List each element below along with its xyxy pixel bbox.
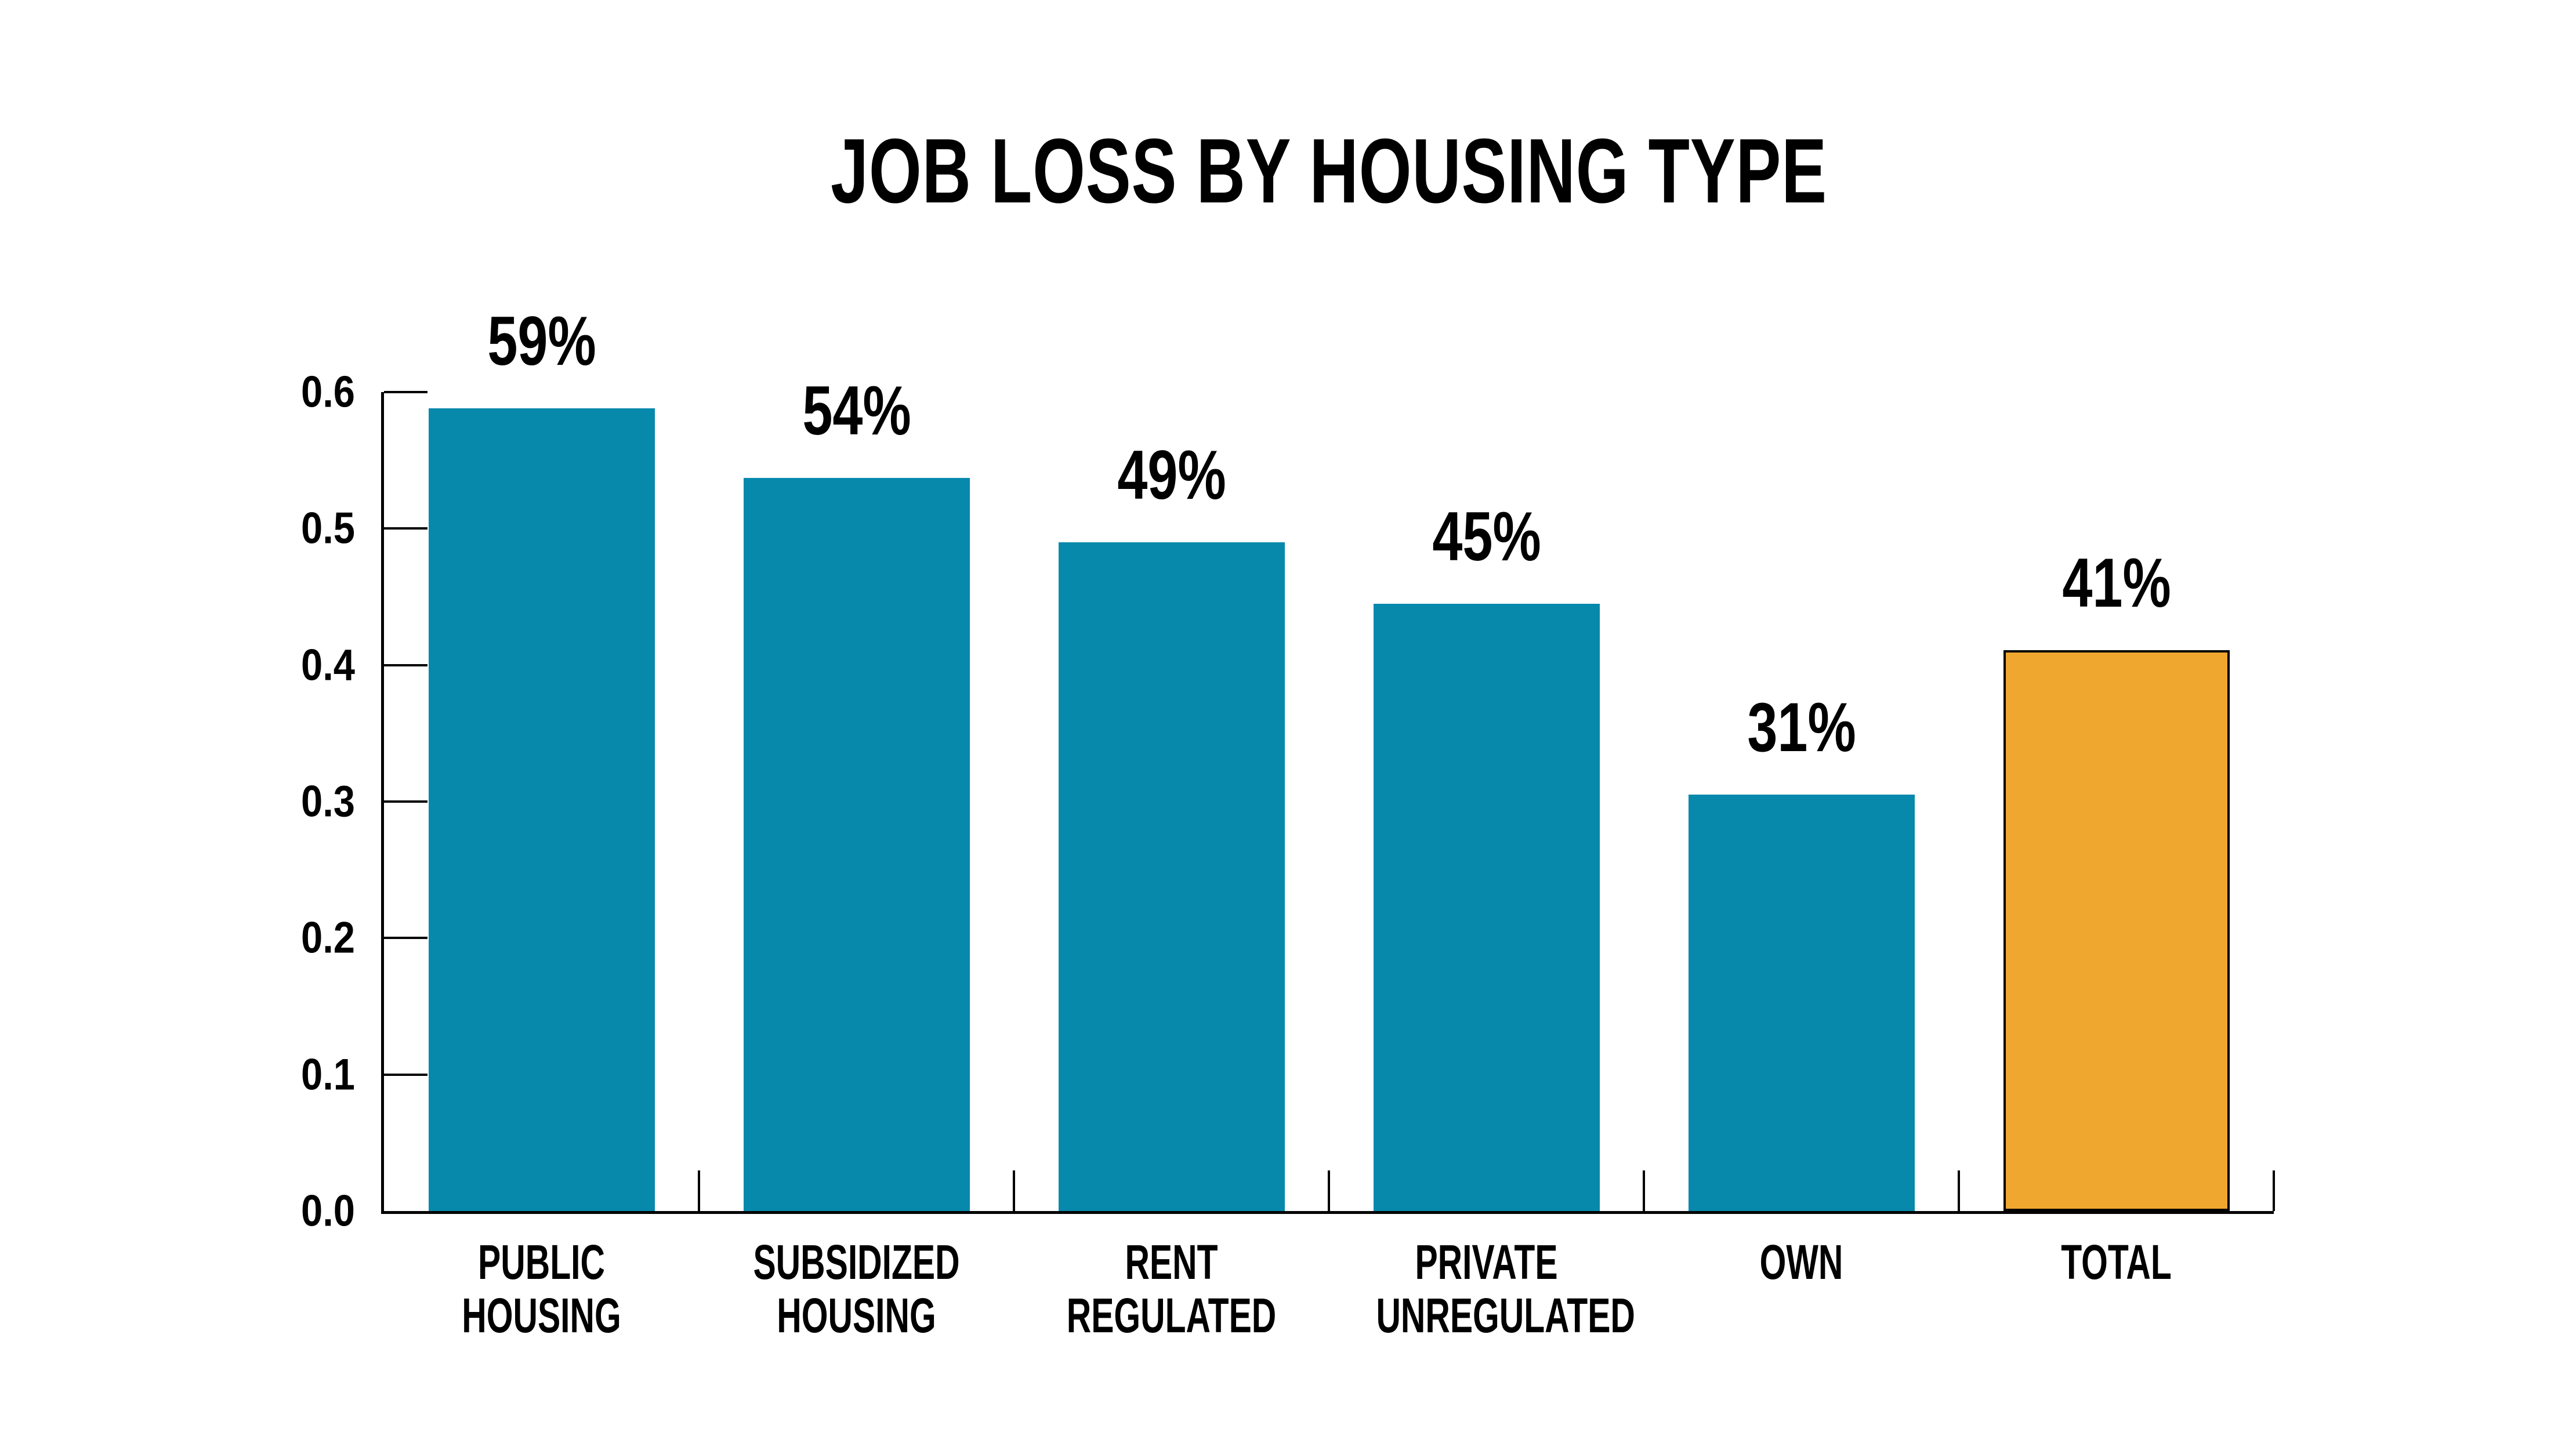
y-tick [384,391,427,393]
y-tick [384,664,427,666]
bar-value-label: 45% [1432,497,1541,575]
category-label: OWN [1691,1235,1911,1289]
category-label: SUBSIDIZED HOUSING [746,1235,966,1342]
y-tick [384,937,427,940]
y-tick-label: 0.5 [301,503,355,553]
y-tick-label: 0.1 [301,1050,355,1100]
bar-value-label: 54% [802,372,911,450]
bar-private-unregulated [1373,603,1600,1211]
bar-value-label: 41% [2061,543,2171,622]
y-tick-label: 0.4 [301,640,355,690]
x-axis-line [381,1211,2274,1214]
y-tick [384,1073,427,1076]
y-tick-label: 0.6 [301,367,355,417]
category-label-line: OWN [1759,1235,1843,1289]
bar-value-label: 31% [1747,688,1856,767]
x-tick [2273,1170,2275,1211]
category-label-line: REGULATED [1066,1288,1277,1343]
category-label-line: TOTAL [2061,1235,2172,1289]
bar-value-label: 49% [1117,436,1226,514]
bar-public-housing [428,408,655,1211]
y-tick-label: 0.2 [301,913,355,963]
y-tick-label: 0.3 [301,777,355,826]
bar-subsidized-housing [743,478,970,1211]
bar-value-label: 59% [487,302,596,380]
x-tick [698,1170,700,1211]
category-label-line: HOUSING [777,1288,936,1343]
category-label-line: RENT [1125,1235,1218,1289]
x-tick [1643,1170,1645,1211]
bar-own [1688,795,1915,1211]
x-tick [1013,1170,1015,1211]
category-label-line: UNREGULATED [1376,1288,1635,1343]
category-label-line: SUBSIDIZED [753,1235,960,1289]
y-tick-label: 0.0 [301,1186,355,1236]
y-axis-line [381,392,384,1214]
chart-title: JOB LOSS BY HOUSING TYPE [831,120,1827,222]
x-tick [1958,1170,1960,1211]
category-label: TOTAL [2006,1235,2226,1289]
category-label-line: PUBLIC [478,1235,605,1289]
category-label: RENT REGULATED [1061,1235,1281,1342]
category-label-line: PRIVATE [1415,1235,1558,1289]
y-tick [384,527,427,530]
x-tick [1328,1170,1330,1211]
category-label-line: HOUSING [462,1288,621,1343]
category-label: PUBLIC HOUSING [431,1235,651,1342]
y-tick [384,800,427,803]
bar-rent-regulated [1058,542,1285,1211]
category-label: PRIVATE UNREGULATED [1376,1235,1635,1343]
bar-total [2003,650,2230,1211]
